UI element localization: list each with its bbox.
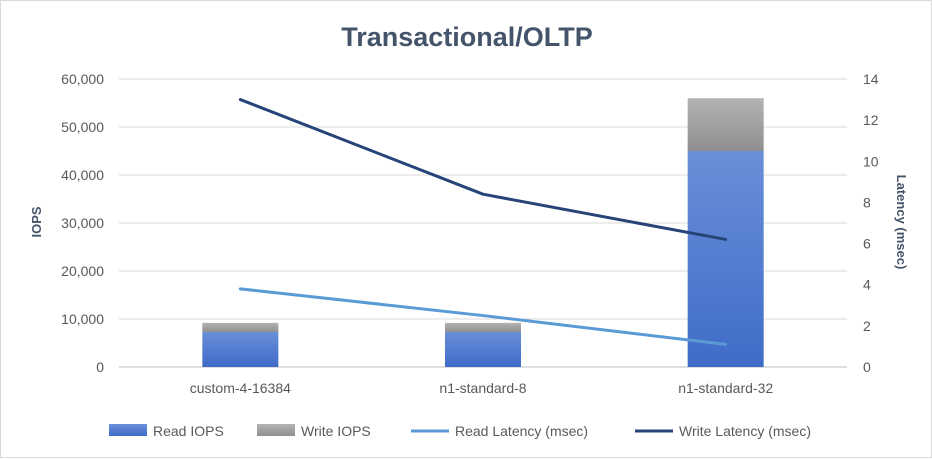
bar-read-iops <box>445 331 521 367</box>
x-axis-ticks: custom-4-16384 n1-standard-8 n1-standard-3… <box>190 380 774 396</box>
y2-tick-label: 0 <box>863 359 871 375</box>
y-tick-label: 20,000 <box>61 263 104 279</box>
legend-label-read-iops: Read IOPS <box>153 423 224 439</box>
x-tick-label: n1-standard-8 <box>439 380 526 396</box>
y-tick-label: 60,000 <box>61 71 104 87</box>
y2-tick-label: 8 <box>863 194 871 210</box>
bar-write-iops <box>202 322 279 332</box>
y2-axis-title: Latency (msec) <box>894 175 909 270</box>
y2-tick-label: 12 <box>863 112 879 128</box>
legend-swatch-write-iops <box>257 424 295 436</box>
lines <box>238 98 728 346</box>
y-tick-label: 40,000 <box>61 167 104 183</box>
y2-axis-ticks: 0 2 4 6 8 10 12 14 <box>863 71 879 375</box>
legend-label-write-latency-msec-: Write Latency (msec) <box>679 423 811 439</box>
y2-tick-label: 2 <box>863 318 871 334</box>
legend-swatch-read-iops <box>109 424 147 436</box>
y-tick-label: 0 <box>96 359 104 375</box>
bars <box>202 98 764 367</box>
line-write-latency-msec- <box>238 98 728 241</box>
y-axis-title: IOPS <box>29 206 44 237</box>
y-tick-label: 10,000 <box>61 311 104 327</box>
y2-tick-label: 14 <box>863 71 879 87</box>
y-axis-ticks: 0 10,000 20,000 30,000 40,000 50,000 60,000 <box>61 71 104 375</box>
bar-read-iops <box>687 151 764 367</box>
legend: Read IOPS Write IOPS Read Latency (msec) Wr… <box>109 423 811 439</box>
x-tick-label: custom-4-16384 <box>190 380 291 396</box>
bar-read-iops <box>202 331 279 367</box>
chart-title: Transactional/OLTP <box>341 22 593 52</box>
gridlines <box>119 78 847 368</box>
line-read-latency-msec- <box>238 287 728 346</box>
legend-label-read-latency-msec-: Read Latency (msec) <box>455 423 588 439</box>
y2-tick-label: 4 <box>863 277 871 293</box>
x-tick-label: n1-standard-32 <box>678 380 773 396</box>
legend-label-write-iops: Write IOPS <box>301 423 371 439</box>
bar-write-iops <box>445 322 521 332</box>
y-tick-label: 50,000 <box>61 119 104 135</box>
y2-tick-label: 10 <box>863 153 879 169</box>
y2-tick-label: 6 <box>863 236 871 252</box>
y-tick-label: 30,000 <box>61 215 104 231</box>
bar-write-iops <box>687 98 764 151</box>
